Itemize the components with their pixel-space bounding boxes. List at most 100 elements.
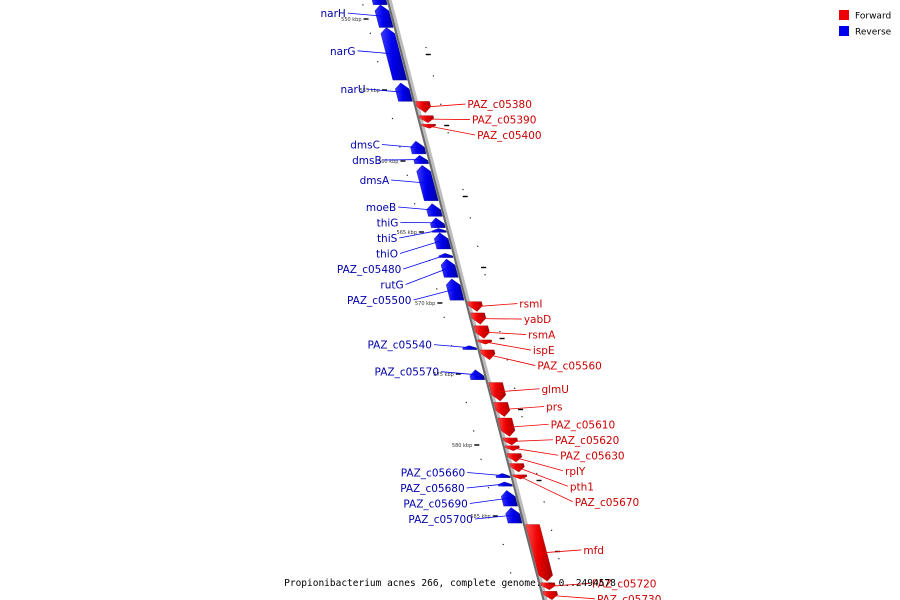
legend-reverse-label: Reverse (855, 28, 892, 38)
gene-label: dmsB (352, 155, 382, 167)
gene-leader-line (367, 88, 403, 93)
major-tick: 560 kbp (378, 159, 468, 198)
major-tick-label: 565 kbp (397, 230, 417, 236)
gene-arrow (380, 27, 408, 81)
gene-arrow (542, 591, 558, 600)
minor-tick (462, 188, 464, 191)
gene-label-group: moeB (366, 202, 434, 214)
minor-tick (377, 61, 379, 63)
minor-tick (473, 430, 475, 432)
gene-label: PAZ_c05480 (337, 264, 401, 276)
gene-label-group: PAZ_c05380 (424, 99, 532, 111)
gene-leader-line (424, 103, 466, 108)
minor-tick (369, 32, 371, 34)
gene-label: PAZ_c05610 (551, 419, 615, 431)
gene-label: PAZ_c05630 (560, 450, 624, 462)
gene-arrow (504, 445, 520, 451)
gene-label-group: rsmI (476, 299, 542, 311)
gene-leader-line (498, 388, 540, 393)
gene-arrow (371, 0, 388, 5)
gene-label: dmsC (350, 140, 380, 152)
gene-leader-line (399, 230, 439, 239)
minor-tick (450, 345, 453, 347)
minor-tick (440, 103, 442, 105)
gene-label: thiG (377, 217, 399, 229)
gene-label: thiS (377, 233, 398, 245)
major-tick-label: 575 kbp (433, 372, 453, 378)
gene-arrow (540, 582, 556, 590)
gene-leader-line (476, 303, 518, 307)
gene-label: PAZ_c05730 (597, 594, 661, 600)
gene-leader-line (466, 483, 505, 489)
gene-leader-line (511, 439, 553, 442)
gene-features (371, 0, 558, 600)
gene-label-group: PAZ_c05700 (408, 514, 513, 526)
gene-label-group: PAZ_c05670 (520, 476, 639, 509)
gene-label: rsmI (519, 299, 542, 311)
minor-tick (469, 217, 471, 219)
major-tick-label: 585 kbp (470, 514, 490, 520)
minor-tick (447, 132, 449, 134)
gene-leader-line (357, 50, 393, 55)
major-tick-label: 550 kbp (341, 17, 361, 23)
backbone-shadow (386, 0, 548, 600)
minor-tick (543, 501, 545, 503)
gene-label-group: thiO (376, 240, 442, 260)
gene-label: PAZ_c05390 (472, 115, 536, 127)
minor-tick (521, 416, 523, 418)
gene-arrow (418, 115, 435, 123)
gene-arrow (426, 203, 443, 217)
minor-tick (499, 330, 501, 333)
major-tick: 580 kbp (452, 443, 542, 482)
gene-label-group: mfd (540, 545, 604, 557)
gene-label-group: thiG (377, 217, 437, 229)
gene-arrow (525, 524, 553, 582)
gene-leader-line (433, 344, 469, 348)
gene-arrow (512, 474, 528, 480)
gene-leader-line (467, 472, 503, 476)
minor-tick (414, 203, 416, 205)
gene-label: ispE (533, 345, 555, 357)
gene-arrow (497, 481, 513, 487)
gene-arrow (509, 463, 525, 473)
major-tick: 550 kbp (341, 17, 431, 56)
minor-tick (506, 359, 508, 361)
minor-tick (480, 458, 482, 460)
gene-label-group: PAZ_c05620 (511, 435, 619, 447)
minor-tick (536, 472, 538, 475)
minor-tick (558, 558, 560, 560)
backbone-line (386, 0, 545, 600)
minor-tick (399, 146, 401, 148)
gene-leader-line (520, 476, 573, 503)
gene-label: PAZ_c05500 (347, 295, 411, 307)
gene-label: PAZ_c05670 (575, 497, 639, 509)
gene-leader-line (474, 514, 513, 520)
gene-label: PAZ_c05720 (592, 578, 656, 590)
minor-tick (510, 572, 512, 574)
gene-label-group: PAZ_c05500 (347, 289, 454, 307)
minor-tick-dots (362, 4, 560, 574)
minor-tick (391, 117, 394, 120)
gene-label-group: prs (503, 402, 563, 414)
gene-leader-line (507, 423, 549, 428)
gene-arrow (469, 369, 485, 380)
minor-tick (477, 245, 479, 247)
gene-label: PAZ_c05400 (477, 130, 541, 142)
minor-tick (502, 543, 504, 546)
gene-label-group: dmsB (352, 155, 420, 167)
gene-arrow (488, 382, 506, 402)
gene-arrow (479, 349, 496, 360)
gene-arrow (410, 140, 427, 155)
major-tick: 575 kbp (433, 372, 524, 411)
gene-leader-line (398, 206, 434, 211)
gene-label-group: narG (330, 46, 393, 58)
gene-leader-line (413, 289, 454, 301)
major-tick-label: 555 kbp (360, 88, 380, 94)
minor-tick (550, 529, 553, 531)
gene-label-group: PAZ_c05660 (401, 468, 503, 480)
gene-leader-line (381, 144, 417, 148)
gene-label-group: narU (340, 84, 403, 96)
gene-label-group: ispE (485, 341, 555, 357)
gene-label-group: PAZ_c05690 (403, 497, 508, 511)
